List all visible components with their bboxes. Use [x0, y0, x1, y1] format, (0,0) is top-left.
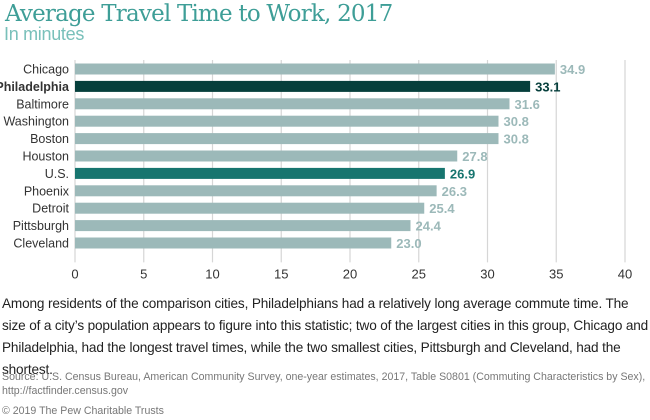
x-tick-label: 15 — [274, 266, 288, 281]
x-tick-label: 5 — [140, 266, 147, 281]
value-label: 23.0 — [396, 236, 421, 251]
value-label: 34.9 — [560, 62, 585, 77]
bar — [75, 80, 531, 92]
bar — [75, 115, 499, 127]
bar — [75, 237, 392, 249]
category-label: Cleveland — [13, 237, 69, 251]
bar — [75, 220, 411, 232]
category-label: Phoenix — [24, 184, 70, 198]
bar — [75, 98, 510, 110]
category-label: Baltimore — [16, 97, 69, 111]
copyright-note: © 2019 The Pew Charitable Trusts — [2, 405, 164, 417]
x-tick-label: 40 — [618, 266, 632, 281]
category-label: Pittsburgh — [13, 219, 69, 233]
value-label: 26.9 — [450, 166, 475, 181]
chart-subtitle: In minutes — [4, 24, 85, 44]
x-tick-label: 0 — [71, 266, 78, 281]
chart-title: Average Travel Time to Work, 2017 — [5, 1, 393, 27]
bar — [75, 63, 555, 75]
x-tick-label: 20 — [343, 266, 357, 281]
value-label: 26.3 — [442, 184, 467, 199]
x-tick-label: 35 — [549, 266, 563, 281]
bar — [75, 202, 425, 214]
category-label: U.S. — [45, 167, 69, 181]
value-label: 30.8 — [504, 132, 529, 147]
x-tick-label: 10 — [205, 266, 219, 281]
category-label: Houston — [22, 150, 69, 164]
x-tick-label: 25 — [412, 266, 426, 281]
description-paragraph: Among residents of the comparison cities… — [2, 296, 649, 377]
category-label: Philadelphia — [0, 80, 70, 94]
category-label: Chicago — [23, 63, 69, 77]
value-label: 30.8 — [504, 114, 529, 129]
category-label: Boston — [30, 132, 69, 146]
bar-chart: 0 5 10 15 20 25 30 35 40 Chicago 34.9 Philadelphia 3… — [0, 60, 632, 281]
value-label: 31.6 — [515, 97, 540, 112]
source-note: Source: U.S. Census Bureau, American Com… — [2, 371, 646, 397]
bar — [75, 185, 437, 197]
category-label: Washington — [3, 115, 69, 129]
bar — [75, 150, 458, 162]
bar — [75, 133, 499, 145]
bar — [75, 167, 445, 179]
category-label: Detroit — [32, 202, 69, 216]
x-tick-label: 30 — [480, 266, 494, 281]
value-label: 25.4 — [429, 201, 455, 216]
value-label: 27.8 — [462, 149, 487, 164]
value-label: 24.4 — [416, 219, 442, 234]
value-label: 33.1 — [535, 79, 560, 94]
